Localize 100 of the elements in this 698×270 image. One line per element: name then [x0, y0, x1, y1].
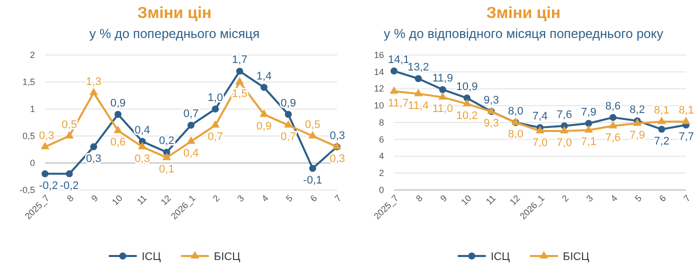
data-label: 7,4	[532, 110, 548, 123]
point	[114, 110, 122, 118]
point	[610, 114, 616, 121]
x-tick-label: 5	[633, 193, 644, 204]
data-label: 0,7	[183, 108, 199, 120]
y-tick-label: 4	[378, 151, 384, 162]
point	[585, 120, 592, 127]
data-label: 7,2	[654, 135, 670, 148]
data-label: 0,4	[183, 147, 199, 160]
x-tick-label: 6	[657, 193, 668, 204]
data-label: -0,2	[60, 180, 79, 192]
x-tick-label: 10	[110, 193, 124, 208]
y-tick-label: 8	[378, 117, 384, 128]
x-tick-label: 11	[134, 193, 149, 207]
data-label: 7,7	[678, 131, 694, 144]
point	[188, 122, 194, 129]
x-tick-label: 12	[158, 193, 173, 208]
data-label: 0,4	[134, 124, 150, 136]
data-label: 1,4	[256, 70, 272, 82]
point	[211, 120, 220, 128]
data-label: 7,1	[581, 136, 596, 148]
y-tick-label: 2	[378, 168, 384, 178]
data-label: 11,4	[408, 100, 429, 112]
y-tick-label: 0	[30, 158, 35, 168]
point	[390, 68, 398, 75]
x-tick-label: 4	[608, 193, 620, 204]
point	[657, 116, 666, 124]
point	[40, 142, 50, 150]
y-tick-label: 1,5	[22, 76, 35, 87]
y-tick-label: -0,5	[19, 184, 35, 195]
point	[414, 88, 423, 96]
legend-label: БІСЦ	[562, 251, 590, 263]
x-tick-label: 12	[508, 193, 522, 208]
y-tick-label: 16	[374, 50, 384, 60]
y-tick-label: 2	[30, 50, 35, 60]
x-tick-label: 8	[65, 193, 76, 204]
data-label: 0,7	[280, 131, 296, 144]
point	[682, 116, 690, 124]
data-label: 9,3	[484, 118, 499, 130]
data-label: 8,1	[654, 104, 670, 117]
point	[464, 94, 470, 102]
chart-title: Зміни цін	[486, 5, 561, 22]
point	[584, 125, 593, 133]
point	[658, 126, 666, 133]
data-label: 0,3	[86, 152, 102, 165]
point	[439, 86, 446, 94]
point	[90, 143, 98, 150]
point	[212, 106, 219, 112]
point	[114, 126, 122, 134]
data-label: 8,0	[508, 106, 524, 118]
data-label: 0,9	[110, 97, 126, 110]
point	[308, 131, 317, 138]
data-label: 13,2	[408, 62, 430, 74]
data-label: 8,2	[630, 104, 645, 116]
data-label: 0,7	[208, 131, 223, 144]
data-label: 7,9	[581, 106, 596, 118]
data-label: 0,9	[256, 120, 272, 132]
point	[560, 126, 569, 134]
data-label: 7,0	[532, 136, 548, 149]
point	[438, 92, 447, 100]
x-tick-label: 8	[414, 193, 425, 204]
y-tick-label: 10	[374, 100, 384, 111]
x-tick-label: 7	[682, 193, 692, 204]
point	[260, 84, 268, 91]
y-tick-label: 12	[374, 84, 384, 94]
x-tick-label: 6	[308, 193, 319, 204]
chart-subtitle: у % до відповідного місяця попереднього року	[384, 26, 664, 41]
point	[260, 109, 268, 117]
point	[309, 164, 316, 172]
x-tick-label: 4	[260, 193, 270, 204]
data-label: 11,7	[388, 97, 409, 110]
x-tick-label: 9	[438, 193, 449, 204]
chart-title: Зміни цін	[137, 5, 212, 22]
point	[186, 136, 196, 144]
point	[462, 98, 472, 106]
data-label: -0,2	[39, 180, 58, 192]
data-label: 7,6	[605, 132, 621, 144]
data-label: 0,3	[330, 152, 345, 165]
chart-subtitle: у % до попереднього місяця	[89, 26, 260, 41]
data-label: 10,9	[456, 81, 478, 94]
x-tick-label: 7	[332, 193, 344, 204]
point	[236, 68, 244, 75]
data-label: 11,9	[432, 72, 453, 85]
data-label: 8,1	[678, 104, 694, 117]
point	[390, 86, 398, 94]
point	[162, 152, 171, 160]
x-tick-label: 2	[560, 193, 571, 204]
legend-label: ІСЦ	[142, 251, 161, 263]
x-tick-label: 10	[459, 193, 474, 208]
point	[65, 131, 74, 138]
y-tick-label: 14	[374, 66, 384, 77]
y-tick-label: 6	[378, 134, 384, 144]
data-label: 0,3	[39, 130, 54, 142]
point	[89, 88, 98, 96]
point	[42, 170, 48, 178]
x-tick-label: 3	[235, 193, 246, 204]
data-label: 7,0	[556, 136, 572, 149]
data-label: 0,5	[305, 119, 320, 131]
data-label: 7,9	[630, 129, 645, 142]
data-label: 0,1	[159, 164, 174, 176]
